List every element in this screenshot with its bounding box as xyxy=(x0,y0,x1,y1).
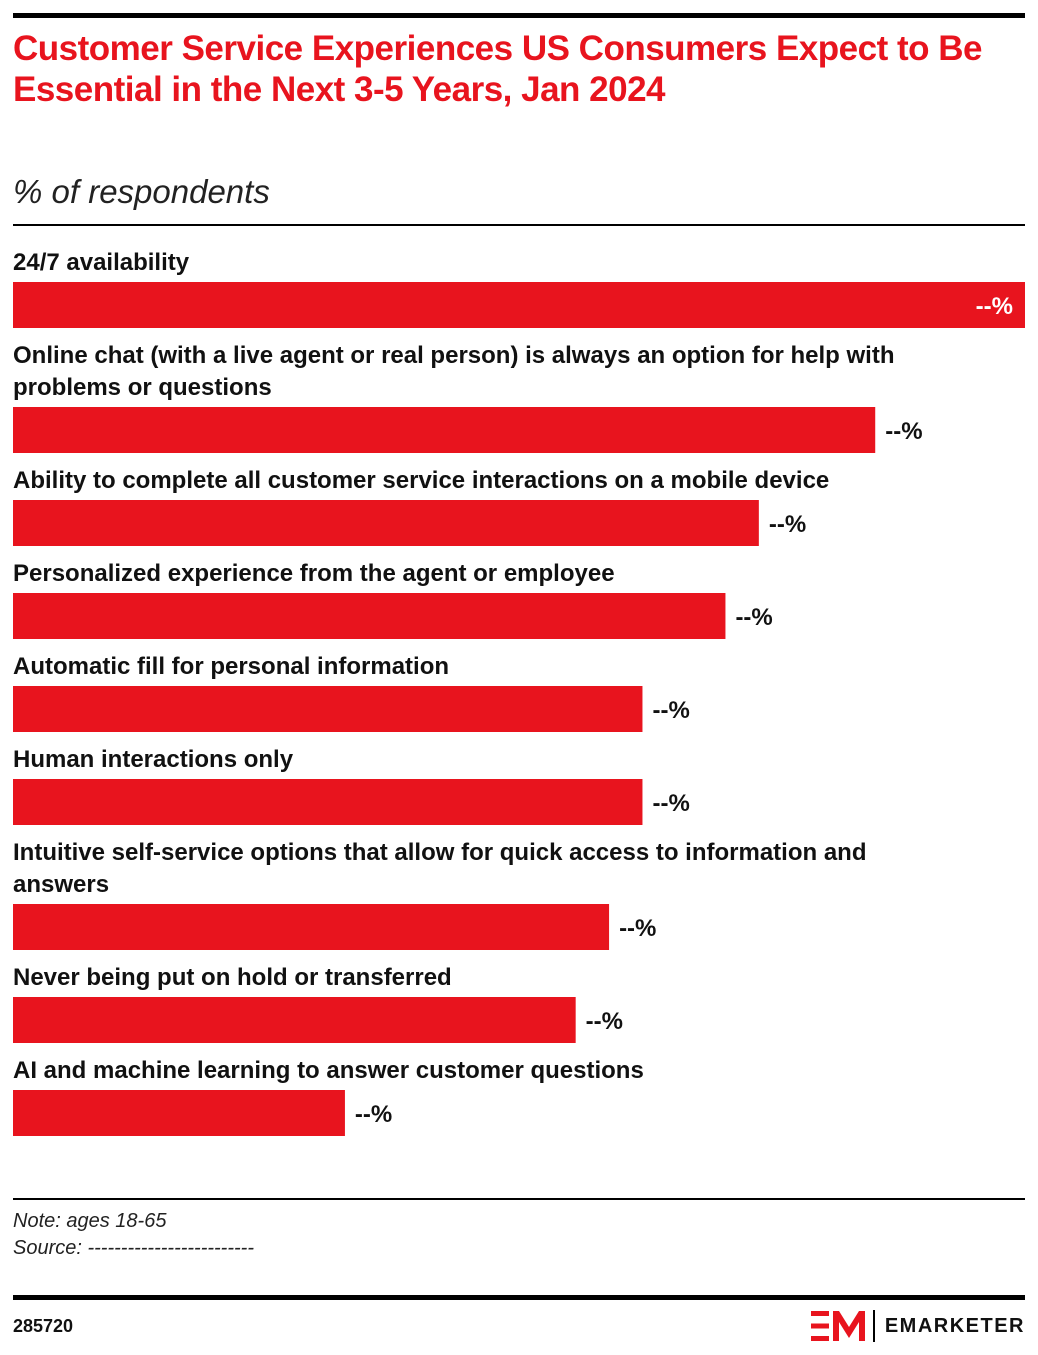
chart-title: Customer Service Experiences US Consumer… xyxy=(13,29,982,109)
category-label: Automatic fill for personal information xyxy=(13,653,449,680)
bar xyxy=(13,779,643,825)
value-label: --% xyxy=(586,1008,623,1035)
bottom-rule xyxy=(13,1295,1025,1300)
category-label: Never being put on hold or transferred xyxy=(13,964,452,991)
category-label: Ability to complete all customer service… xyxy=(13,467,829,494)
header-rule xyxy=(13,224,1025,226)
bar xyxy=(13,407,876,453)
category-label: Intuitive self-service options that allo… xyxy=(13,839,867,898)
footer-rule xyxy=(13,1198,1025,1200)
value-label: --% xyxy=(652,790,689,817)
value-label: --% xyxy=(885,418,922,445)
value-label: --% xyxy=(355,1101,392,1128)
bar-chart: 24/7 availability --% Online chat (with a … xyxy=(13,249,1025,1136)
value-label: --% xyxy=(735,604,772,631)
bar xyxy=(13,282,1025,328)
value-label: --% xyxy=(619,915,656,942)
chart-footnote: Note: ages 18-65 Source: ---------------… xyxy=(13,1208,254,1262)
category-label: Human interactions only xyxy=(13,746,294,773)
bar xyxy=(13,904,610,950)
chart-subtitle: % of respondents xyxy=(13,173,270,210)
value-label: --% xyxy=(769,511,806,538)
logo-separator xyxy=(872,1310,875,1342)
em-logo-icon xyxy=(810,1311,865,1341)
category-label: Personalized experience from the agent o… xyxy=(13,560,615,587)
category-label: AI and machine learning to answer custom… xyxy=(13,1057,644,1084)
emarketer-logo: EMARKETER xyxy=(810,1308,1025,1344)
brand-name: EMARKETER xyxy=(884,1314,1025,1337)
value-label: --% xyxy=(652,697,689,724)
top-rule xyxy=(13,13,1025,18)
bar xyxy=(13,593,726,639)
source-text: Source: ------------------------- xyxy=(13,1237,254,1259)
bar xyxy=(13,686,643,732)
value-label: --% xyxy=(976,293,1013,320)
category-label: 24/7 availability xyxy=(13,249,190,276)
bar xyxy=(13,997,576,1043)
note-text: Note: ages 18-65 xyxy=(13,1210,167,1232)
category-label: Online chat (with a live agent or real p… xyxy=(13,342,894,401)
bar xyxy=(13,1090,345,1136)
bar xyxy=(13,500,759,546)
chart-id: 285720 xyxy=(13,1316,74,1336)
